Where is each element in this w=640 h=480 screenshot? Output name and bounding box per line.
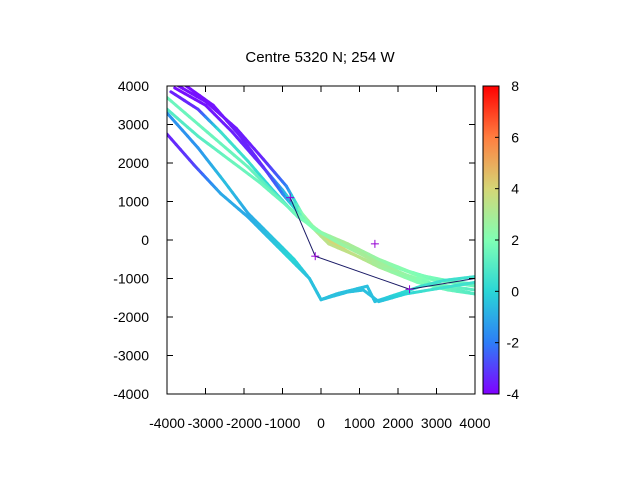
x-tick-label: 0 xyxy=(317,415,325,431)
track-segment xyxy=(469,280,475,285)
x-tick-label: -4000 xyxy=(149,415,185,431)
track-segment xyxy=(465,283,475,288)
colorbar-tick-label: 8 xyxy=(511,78,519,94)
x-tick-label: 2000 xyxy=(382,415,413,431)
x-axis: -4000 -3000 -2000 -1000 0 1000 2000 3000 4000 xyxy=(149,86,491,431)
x-tick-label: 4000 xyxy=(459,415,490,431)
track-segment xyxy=(467,291,475,296)
y-axis: 4000 3000 2000 1000 0 -1000 -2000 -3000 -4000 xyxy=(113,78,475,402)
track-segment xyxy=(465,287,475,292)
chart-title: Centre 5320 N; 254 W xyxy=(245,49,395,66)
plot-frame xyxy=(166,85,476,395)
overlay-layer xyxy=(286,193,475,294)
y-tick-label: 0 xyxy=(141,232,149,248)
colorbar-tick-label: 0 xyxy=(511,283,519,299)
colorbar-tick-label: 2 xyxy=(511,232,519,248)
y-tick-label: 1000 xyxy=(118,194,149,210)
track-6 xyxy=(167,107,475,296)
y-tick-label: -4000 xyxy=(113,386,149,402)
track-segment xyxy=(468,275,475,279)
y-tick-label: -2000 xyxy=(113,309,149,325)
y-tick-label: -3000 xyxy=(113,348,149,364)
track-layer xyxy=(167,86,475,304)
track-4 xyxy=(184,86,475,286)
plus-marker xyxy=(311,252,320,261)
colorbar-tick-label: -4 xyxy=(507,386,520,402)
y-tick-label: 3000 xyxy=(118,117,149,133)
x-tick-label: -1000 xyxy=(265,415,301,431)
colorbar-tick-label: -2 xyxy=(507,335,520,351)
colorbar-axis: 8 6 4 2 0 -2 -4 xyxy=(495,78,519,402)
y-tick-label: 4000 xyxy=(118,78,149,94)
x-tick-label: -2000 xyxy=(226,415,262,431)
plus-marker xyxy=(405,285,414,294)
track-7 xyxy=(167,111,475,304)
x-tick-label: 3000 xyxy=(421,415,452,431)
plus-marker xyxy=(370,239,379,248)
y-tick-label: 2000 xyxy=(118,155,149,171)
y-tick-label: -1000 xyxy=(113,271,149,287)
track-8 xyxy=(167,132,475,304)
plus-marker xyxy=(286,193,295,202)
x-tick-label: 1000 xyxy=(344,415,375,431)
colorbar-tick-label: 6 xyxy=(511,129,519,145)
x-tick-label: -3000 xyxy=(188,415,224,431)
colorbar-tick-label: 4 xyxy=(511,181,519,197)
mean-path-line xyxy=(289,197,475,290)
